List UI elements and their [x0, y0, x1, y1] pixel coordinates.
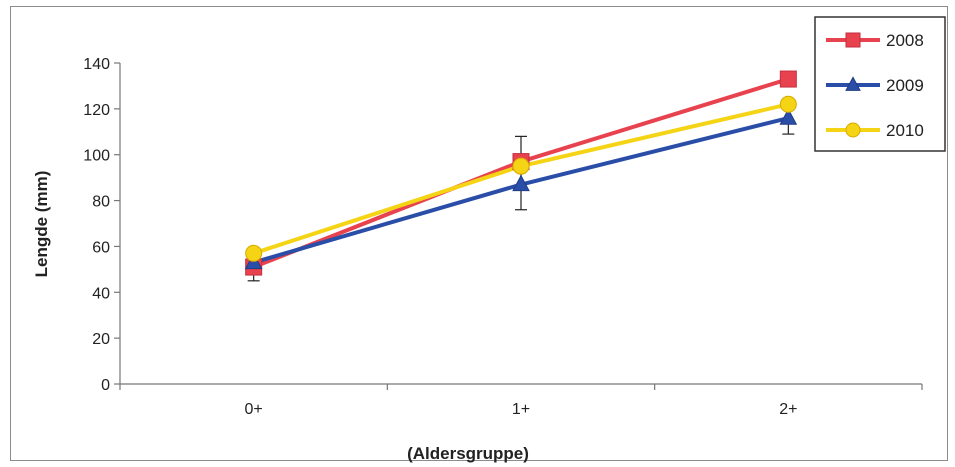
y-tick-label: 120 — [83, 102, 110, 119]
circle-marker — [845, 122, 861, 138]
x-tick-label: 0+ — [245, 401, 263, 418]
circle-marker — [512, 157, 530, 175]
legend: 2008 2009 2010 — [814, 16, 946, 152]
y-tick-label: 80 — [92, 194, 110, 211]
y-tick-label: 20 — [92, 331, 110, 348]
x-tick-label: 1+ — [512, 401, 530, 418]
circle-marker — [779, 95, 797, 113]
square-marker — [845, 32, 861, 48]
y-tick-label: 100 — [83, 148, 110, 165]
triangle-marker — [779, 108, 798, 125]
y-tick-label: 140 — [83, 56, 110, 73]
legend-label: 2010 — [886, 121, 924, 140]
circle-marker — [245, 244, 263, 262]
legend-label: 2009 — [886, 76, 924, 95]
x-tick-labels: 0+ 1+ 2+ — [245, 401, 798, 418]
x-axis-label: (Aldersgruppe) — [407, 444, 529, 463]
y-tick-label: 60 — [92, 239, 110, 256]
square-marker — [779, 70, 797, 88]
series-markers — [244, 70, 798, 276]
y-tick-label: 0 — [101, 377, 110, 394]
x-tick-label: 2+ — [779, 401, 797, 418]
triangle-marker — [845, 76, 861, 91]
y-tick-label: 40 — [92, 285, 110, 302]
legend-label: 2008 — [886, 31, 924, 50]
y-axis-label: Lengde (mm) — [32, 171, 51, 278]
triangle-marker — [512, 174, 530, 192]
error-bars — [247, 101, 795, 282]
axes — [114, 62, 923, 390]
y-tick-labels: 0 20 40 60 80 100 120 140 — [83, 56, 110, 394]
